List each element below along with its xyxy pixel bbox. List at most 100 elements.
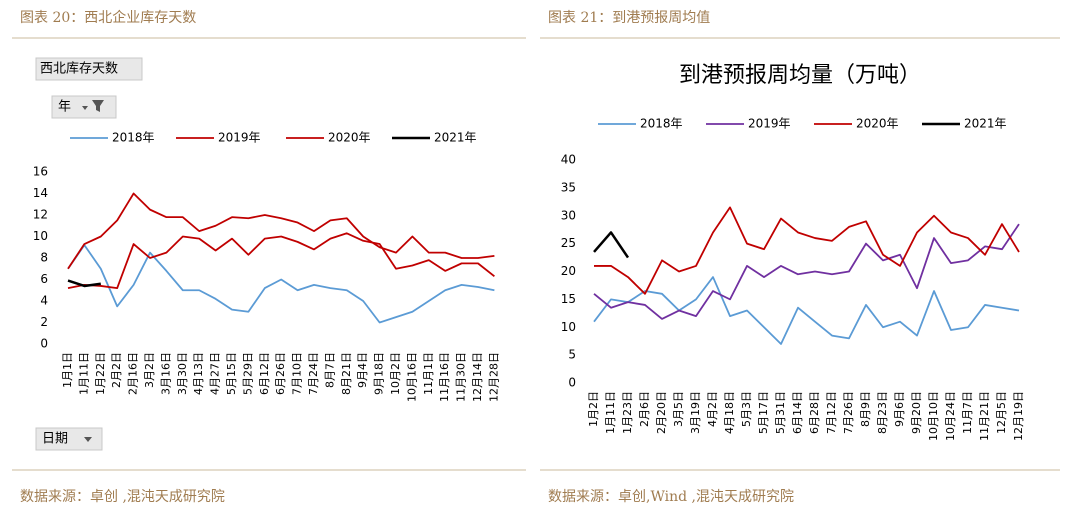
- x-tick-label: 7月24日: [307, 352, 320, 395]
- y-tick-label: 40: [561, 153, 576, 167]
- x-tick-label: 2月16日: [127, 352, 140, 395]
- x-tick-label: 9月18日: [373, 352, 386, 395]
- x-tick-label: 8月7日: [323, 352, 336, 388]
- series-line: [67, 244, 495, 324]
- x-tick-label: 11月7日: [961, 391, 974, 434]
- y-tick-label: 35: [561, 180, 576, 194]
- y-tick-label: 8: [40, 251, 48, 265]
- filter-label: 日期: [42, 432, 68, 447]
- legend-label: 2019年: [218, 131, 261, 145]
- x-tick-label: 1月22日: [94, 352, 107, 395]
- x-tick-label: 8月21日: [340, 352, 353, 395]
- y-tick-label: 2: [40, 315, 48, 329]
- x-tick-label: 7月26日: [842, 391, 855, 434]
- legend-label: 2018年: [112, 131, 155, 145]
- filter-icon: [84, 437, 92, 442]
- x-tick-label: 4月13日: [192, 352, 205, 395]
- legend-label: 2018年: [640, 117, 683, 131]
- x-tick-label: 1月11日: [604, 391, 617, 434]
- x-tick-label: 1月23日: [621, 391, 634, 434]
- x-tick-label: 5月15日: [225, 352, 238, 395]
- x-tick-label: 9月6日: [893, 391, 906, 427]
- x-tick-label: 1月11日: [77, 352, 90, 395]
- x-tick-label: 5月3日: [740, 391, 753, 427]
- series-line: [593, 276, 1020, 345]
- x-tick-label: 2月20日: [655, 391, 668, 434]
- chart-title: 到港预报周均量（万吨）: [679, 63, 921, 88]
- x-tick-label: 10月10日: [927, 391, 940, 441]
- x-tick-label: 10月2日: [389, 352, 402, 395]
- x-tick-label: 2月6日: [638, 391, 651, 427]
- x-tick-label: 4月18日: [723, 391, 736, 434]
- footer-left: 数据来源：卓创 ,混沌天成研究院: [20, 489, 225, 505]
- x-tick-label: 3月16日: [159, 352, 172, 395]
- chart-title: 西北库存天数: [40, 61, 118, 77]
- x-tick-label: 2月2日: [110, 352, 123, 388]
- y-tick-label: 10: [561, 320, 576, 334]
- filter-button[interactable]: [35, 427, 103, 451]
- y-tick-label: 16: [33, 165, 48, 179]
- legend-label: 2021年: [964, 117, 1007, 131]
- filter-label: 年: [58, 100, 71, 115]
- series-line: [67, 279, 101, 288]
- header-right: 图表 21：到港预报周均值: [548, 10, 710, 26]
- x-tick-label: 10月24日: [944, 391, 957, 441]
- x-tick-label: 11月16日: [438, 352, 451, 402]
- title-button[interactable]: [35, 57, 143, 81]
- y-tick-label: 30: [561, 208, 576, 222]
- y-tick-label: 0: [568, 376, 576, 390]
- x-tick-label: 1月2日: [587, 391, 600, 427]
- x-tick-label: 6月28日: [808, 391, 821, 434]
- x-tick-label: 3月19日: [689, 391, 702, 434]
- x-tick-label: 5月17日: [757, 391, 770, 434]
- legend-label: 2019年: [748, 117, 791, 131]
- x-tick-label: 12月28日: [487, 352, 500, 402]
- y-tick-label: 6: [40, 272, 48, 286]
- footer-right: 数据来源：卓创,Wind ,混沌天成研究院: [548, 489, 794, 505]
- y-tick-label: 20: [561, 264, 576, 278]
- x-tick-label: 11月1日: [422, 352, 435, 395]
- x-tick-label: 10月16日: [405, 352, 418, 402]
- x-tick-label: 11月21日: [978, 391, 991, 441]
- y-tick-label: 15: [561, 292, 576, 306]
- x-tick-label: 3月5日: [672, 391, 685, 427]
- x-tick-label: 8月23日: [876, 391, 889, 434]
- x-tick-label: 4月27日: [209, 352, 222, 395]
- y-tick-label: 4: [40, 294, 48, 308]
- x-tick-label: 12月14日: [471, 352, 484, 402]
- series-line: [67, 192, 495, 270]
- legend-label: 2020年: [328, 131, 371, 145]
- x-tick-label: 3月2日: [143, 352, 156, 388]
- y-tick-label: 12: [33, 208, 48, 222]
- x-tick-label: 6月12日: [258, 352, 271, 395]
- x-tick-label: 6月26日: [274, 352, 287, 395]
- y-tick-label: 25: [561, 236, 576, 250]
- x-tick-label: 5月29日: [241, 352, 254, 395]
- x-tick-label: 7月10日: [291, 352, 304, 395]
- y-tick-label: 14: [33, 186, 48, 200]
- legend-label: 2020年: [856, 117, 899, 131]
- x-tick-label: 3月30日: [176, 352, 189, 395]
- x-tick-label: 9月20日: [910, 391, 923, 434]
- x-tick-label: 12月5日: [995, 391, 1008, 434]
- x-tick-label: 12月19日: [1012, 391, 1025, 441]
- x-tick-label: 4月2日: [706, 391, 719, 427]
- y-tick-label: 0: [40, 337, 48, 351]
- x-tick-label: 1月1日: [61, 352, 74, 388]
- series-line: [593, 223, 1020, 320]
- y-tick-label: 5: [568, 348, 576, 362]
- x-tick-label: 6月14日: [791, 391, 804, 434]
- header-left: 图表 20：西北企业库存天数: [20, 9, 196, 26]
- filter-icon: [82, 100, 104, 112]
- x-tick-label: 9月4日: [356, 352, 369, 388]
- series-line: [593, 231, 630, 259]
- x-tick-label: 7月12日: [825, 391, 838, 434]
- series-line: [67, 232, 495, 290]
- legend-label: 2021年: [434, 131, 477, 145]
- x-tick-label: 5月31日: [774, 391, 787, 434]
- x-tick-label: 8月9日: [859, 391, 872, 427]
- series-line: [594, 206, 1020, 295]
- y-tick-label: 10: [33, 229, 48, 243]
- x-tick-label: 11月30日: [455, 352, 468, 402]
